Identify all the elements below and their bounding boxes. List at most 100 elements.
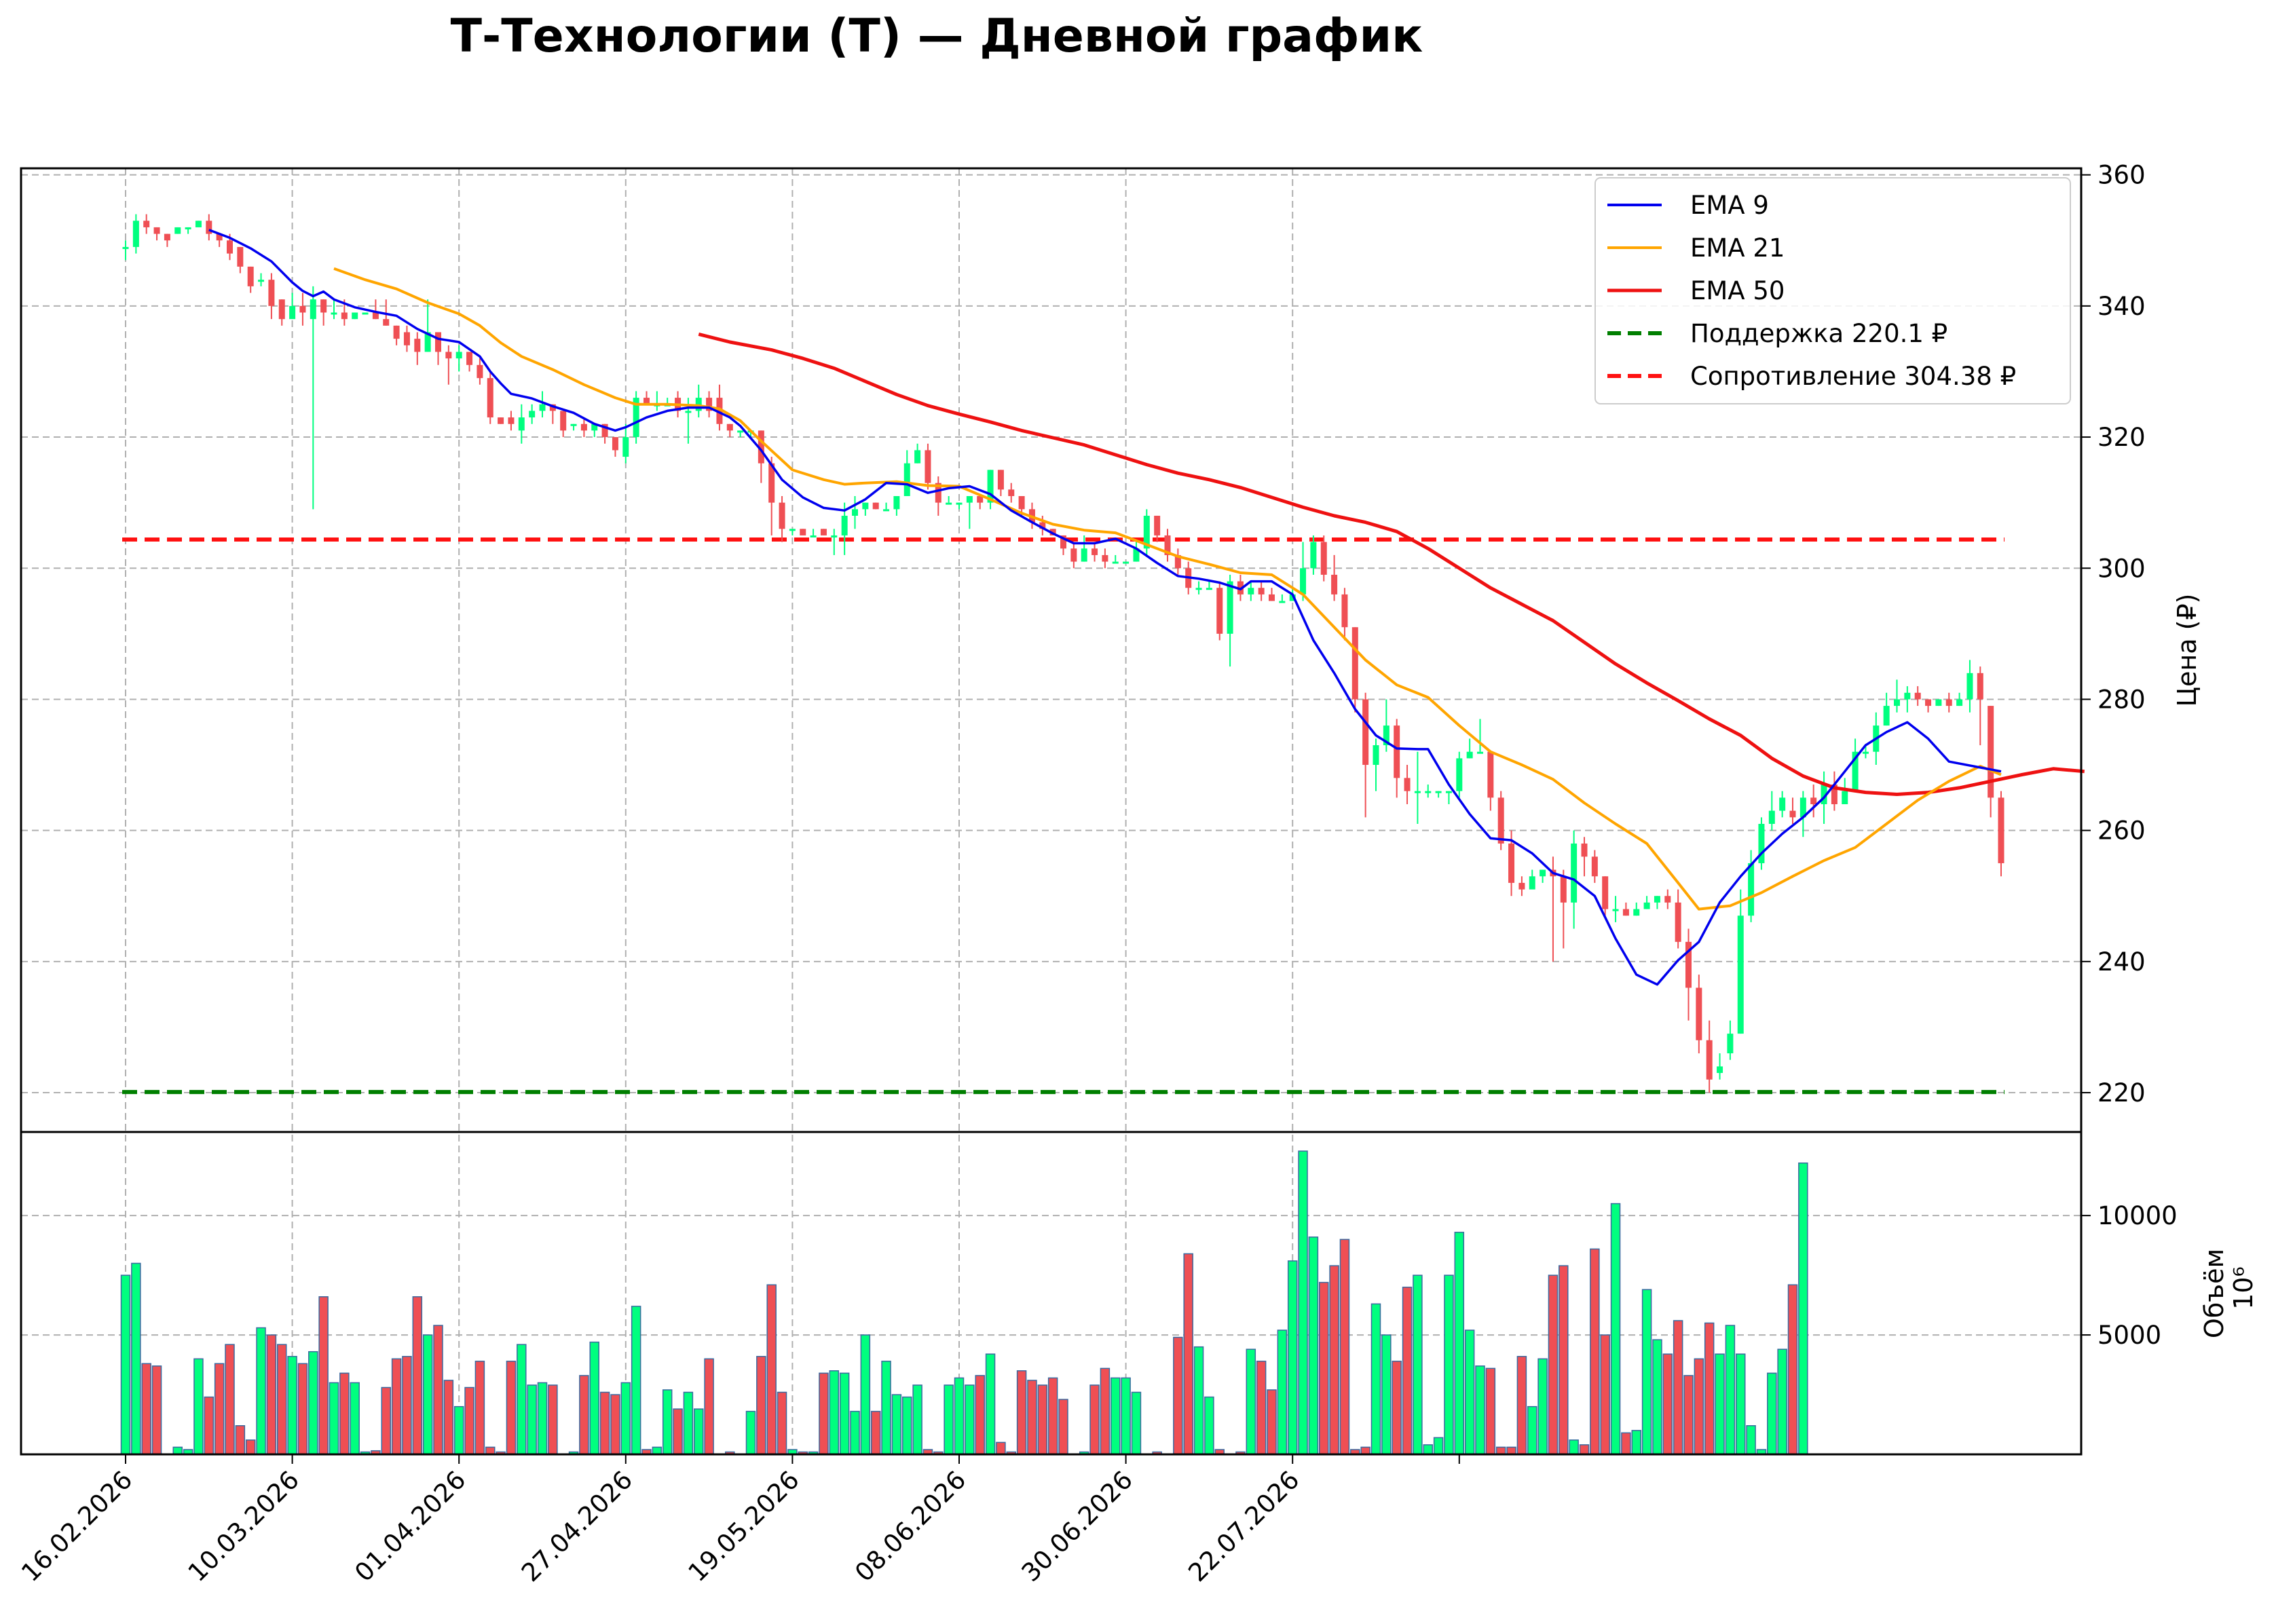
- volume-bar: [297, 1363, 308, 1455]
- candle-body: [1477, 751, 1483, 754]
- candle-body: [580, 423, 587, 431]
- volume-bar: [1381, 1334, 1392, 1455]
- ema21-line: [333, 267, 2002, 911]
- candle-body: [1049, 529, 1056, 535]
- candle-body: [1351, 627, 1358, 700]
- candle-body: [153, 227, 160, 234]
- candle-body: [1914, 692, 1921, 700]
- candle-body: [1581, 843, 1588, 857]
- candle-body: [529, 411, 536, 418]
- candle-body: [1508, 843, 1515, 883]
- candle-body: [1560, 876, 1567, 903]
- legend: EMA 9 EMA 21 EMA 50 Поддержка 220.1 ₽ Со…: [1594, 177, 2071, 404]
- candle-body: [1748, 863, 1755, 916]
- candle-body: [1821, 785, 1827, 805]
- volume-axis-label: Объём: [2199, 1249, 2229, 1338]
- volume-bar: [579, 1375, 589, 1455]
- volume-bar: [1736, 1353, 1746, 1455]
- candle-body: [1956, 699, 1963, 706]
- volume-bar: [1058, 1399, 1068, 1455]
- volume-bar: [1590, 1248, 1600, 1455]
- volume-bar: [985, 1353, 996, 1455]
- candle-body: [1945, 699, 1952, 706]
- candle-body: [1112, 561, 1119, 564]
- candle-body: [977, 495, 984, 503]
- candle-body: [1195, 588, 1202, 590]
- candle-body: [1289, 594, 1296, 601]
- candle-body: [455, 352, 462, 359]
- volume-bar: [912, 1384, 922, 1455]
- candle-body: [1706, 1040, 1713, 1080]
- volume-bar: [766, 1284, 777, 1455]
- volume-bar: [1423, 1444, 1433, 1455]
- candle-body: [466, 352, 473, 365]
- volume-bar: [1204, 1396, 1214, 1455]
- candle-body: [352, 312, 358, 320]
- volume-bar: [1569, 1439, 1579, 1455]
- candle-body: [174, 227, 181, 234]
- candle-body: [601, 423, 608, 438]
- candle-body: [779, 502, 785, 529]
- candle-body: [1633, 909, 1640, 916]
- candle-body: [1497, 797, 1504, 844]
- candle-body: [1988, 706, 1994, 798]
- candle-body: [1831, 785, 1837, 805]
- candle-body: [1529, 876, 1535, 890]
- candle-body: [1643, 902, 1650, 909]
- volume-y-tick-label: 10000: [2097, 1201, 2178, 1230]
- volume-bar: [1047, 1377, 1058, 1455]
- volume-bar: [1183, 1253, 1193, 1455]
- candle-body: [852, 509, 858, 516]
- candle-body: [549, 404, 556, 411]
- candle-body: [560, 411, 567, 431]
- volume-bar: [819, 1372, 829, 1455]
- candle-body: [445, 352, 452, 359]
- volume-bar: [881, 1361, 891, 1455]
- volume-bar: [1464, 1329, 1475, 1455]
- volume-bar: [1298, 1150, 1308, 1455]
- x-tick-label: 22.07.2026: [1182, 1465, 1305, 1587]
- candle-body: [1602, 876, 1609, 909]
- candle-body: [1300, 568, 1307, 594]
- candle-body: [1383, 725, 1389, 746]
- volume-bar: [308, 1351, 318, 1455]
- candle-body: [789, 529, 796, 531]
- candle-body: [831, 535, 838, 537]
- candle-body: [997, 470, 1004, 490]
- candle-body: [1341, 594, 1348, 628]
- volume-bar: [1715, 1353, 1725, 1455]
- candle-body: [706, 398, 713, 411]
- volume-bar: [1777, 1348, 1787, 1455]
- volume-bar: [1495, 1446, 1506, 1455]
- candle-body: [935, 483, 941, 503]
- candle-body: [643, 398, 650, 404]
- volume-bar: [1559, 1265, 1569, 1455]
- candle-body: [487, 378, 493, 418]
- volume-bar: [1746, 1425, 1756, 1455]
- volume-bar: [391, 1358, 402, 1455]
- candle-body: [966, 495, 973, 503]
- volume-bar: [1537, 1358, 1548, 1455]
- candle-body: [1675, 902, 1681, 942]
- candle-body: [258, 280, 265, 282]
- volume-bar: [464, 1386, 474, 1455]
- volume-bar: [1444, 1274, 1454, 1455]
- candle-body: [424, 332, 431, 352]
- volume-bar: [266, 1334, 277, 1455]
- candle-body: [1894, 699, 1900, 706]
- candle-body: [1737, 915, 1744, 1034]
- volume-bar: [1621, 1432, 1631, 1455]
- volume-bar: [652, 1446, 663, 1455]
- candle-body: [1518, 882, 1525, 890]
- candle-body: [841, 515, 848, 535]
- volume-bar: [1193, 1346, 1204, 1455]
- x-tick-label: 27.04.2026: [516, 1465, 638, 1587]
- candle-body: [570, 423, 577, 426]
- volume-bar: [1089, 1384, 1100, 1455]
- volume-bar: [944, 1384, 954, 1455]
- candle-body: [914, 450, 921, 464]
- candle-body: [612, 437, 618, 451]
- candle-body: [1206, 588, 1212, 590]
- volume-bar: [1100, 1367, 1111, 1455]
- candle-body: [1789, 810, 1796, 818]
